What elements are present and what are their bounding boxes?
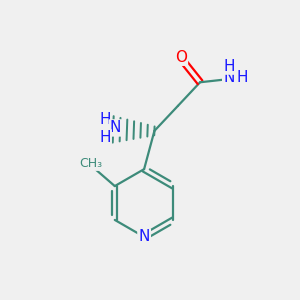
Text: CH₃: CH₃ bbox=[80, 157, 103, 170]
Text: H: H bbox=[99, 130, 111, 145]
Text: H: H bbox=[99, 112, 111, 128]
Text: H: H bbox=[236, 70, 248, 86]
Text: O: O bbox=[175, 50, 187, 65]
Text: N: N bbox=[223, 70, 235, 86]
Text: H: H bbox=[223, 58, 235, 74]
Text: N: N bbox=[110, 120, 121, 135]
Text: N: N bbox=[138, 230, 150, 244]
